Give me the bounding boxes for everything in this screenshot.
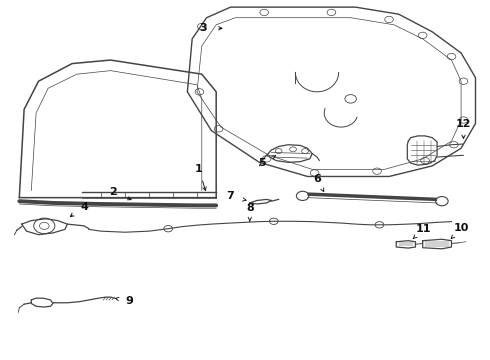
Circle shape [459, 78, 468, 84]
Circle shape [375, 222, 384, 228]
Circle shape [449, 141, 458, 148]
Circle shape [260, 9, 269, 15]
Text: 7: 7 [226, 191, 234, 201]
Text: 9: 9 [125, 296, 133, 306]
Circle shape [436, 197, 448, 206]
Circle shape [327, 9, 336, 15]
Circle shape [418, 32, 427, 39]
Circle shape [296, 191, 309, 201]
Text: 10: 10 [454, 222, 469, 233]
Circle shape [270, 218, 278, 224]
Circle shape [164, 225, 172, 232]
Circle shape [459, 117, 468, 123]
Circle shape [214, 126, 223, 132]
Text: 5: 5 [258, 158, 266, 168]
Circle shape [310, 170, 319, 176]
Circle shape [262, 156, 271, 162]
Circle shape [385, 16, 393, 23]
Text: 2: 2 [110, 187, 117, 197]
Circle shape [373, 168, 381, 174]
Text: 4: 4 [80, 202, 88, 212]
Text: 1: 1 [195, 163, 203, 174]
Text: 12: 12 [456, 119, 471, 129]
Text: 11: 11 [416, 224, 431, 234]
Circle shape [195, 89, 204, 95]
Text: 6: 6 [313, 174, 321, 184]
Circle shape [197, 23, 206, 30]
Text: 8: 8 [246, 203, 254, 213]
Circle shape [421, 157, 429, 164]
Circle shape [447, 53, 456, 60]
Text: 3: 3 [199, 23, 207, 33]
